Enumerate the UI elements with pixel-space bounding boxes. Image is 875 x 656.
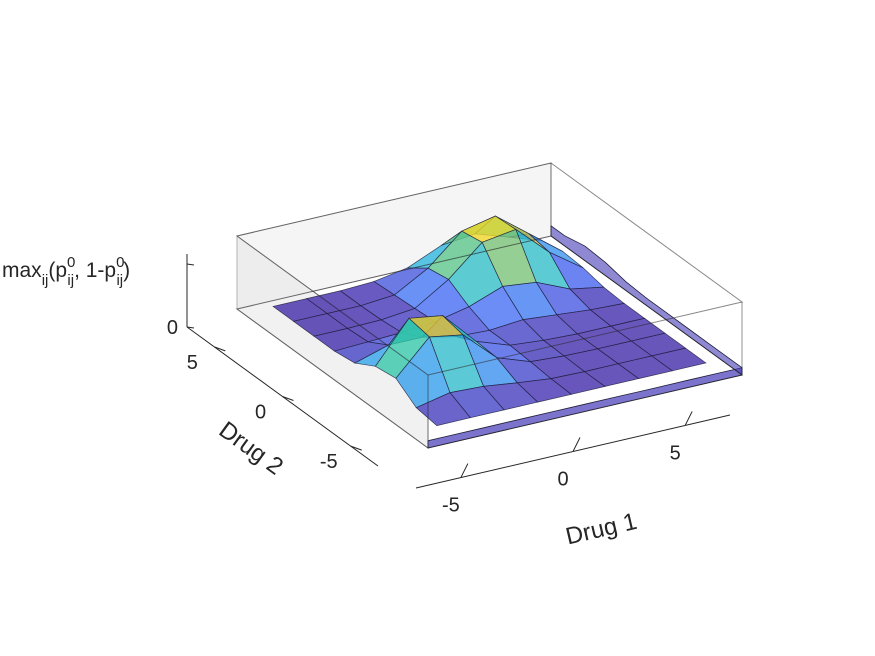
y-tick-mark [214,346,226,352]
z-label-sub: ij [42,272,49,289]
x-axis-label: Drug 1 [563,508,639,551]
x-tick-label: -5 [442,495,460,517]
y-tick-label: 5 [187,352,198,374]
z-label-sup1: 0 [67,254,75,271]
x-tick-mark [684,411,693,426]
z-tick-labels: 0 [167,317,178,339]
z-tick-label: 0 [167,317,178,339]
z-label-open: (p [48,259,67,282]
z-label-sub2: ij [67,272,74,289]
surface [272,215,743,449]
y-axis-label: Drug 2 [214,416,288,480]
x-tick-mark [572,437,581,452]
z-tick-mark [186,326,195,329]
y-tick-mark [350,445,362,451]
y-tick-label: 0 [255,402,266,424]
y-tick-mark [282,396,294,401]
z-tick-mark [186,263,195,266]
z-label-close: ) [123,259,130,282]
x-tick-label: 0 [557,469,568,491]
z-axis-label: maxij(p0 ij, 1-p0 ij) [2,254,130,289]
axes [186,254,731,489]
z-label-base: max [2,259,42,282]
y-tick-labels: -5 0 5 [187,352,338,473]
z-label-sup2: 0 [116,254,124,271]
x-tick-labels: -5 0 5 [442,442,681,516]
z-label-sub3: ij [116,272,123,289]
surface-skirt-side [550,225,743,376]
x-tick-label: 5 [670,442,681,464]
surface-patch [650,347,707,372]
bounding-box-front [235,162,744,449]
y-tick-label: -5 [320,451,338,473]
x-tick-mark [460,463,469,478]
z-label-mid: , 1-p [74,259,116,282]
